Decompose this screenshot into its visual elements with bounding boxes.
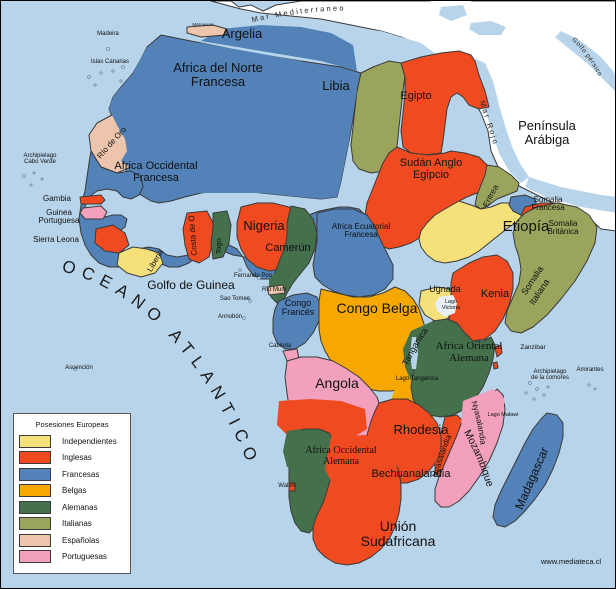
camerun-fill	[269, 259, 303, 287]
territory-guinea-portuguesa	[79, 205, 108, 220]
cyprus-water	[469, 21, 506, 35]
legend-label-portuguesas: Portuguesas	[62, 552, 107, 561]
walvis-bay	[288, 482, 296, 492]
legend-swatch-portuguesas	[19, 550, 51, 563]
legend-swatch-independientes	[19, 434, 51, 448]
legend-label-españolas: Españolas	[62, 535, 100, 545]
anatolia	[483, 3, 549, 27]
territory-liberia	[116, 246, 164, 278]
legend-swatch-belgas	[19, 484, 51, 497]
territory-etiopia	[418, 200, 526, 264]
legend-item-belgas[interactable]: Belgas	[19, 484, 125, 498]
persian-gulf-water	[555, 31, 615, 91]
svg-text:Togo: Togo	[214, 238, 223, 254]
legend-item-independientes[interactable]: Independientes	[19, 434, 125, 448]
territory-madagascar	[492, 412, 564, 528]
red-sea-water	[471, 59, 529, 183]
zanzibar-island-small	[492, 361, 499, 370]
legend-swatch-italianas	[19, 517, 51, 530]
mozambique-north	[461, 389, 505, 429]
territory-rio-muni	[266, 284, 286, 296]
legend-item-españolas[interactable]: Españolas	[19, 533, 125, 547]
togo-label: Togo	[214, 238, 223, 254]
territory-costa-de-oro	[182, 210, 214, 264]
territory-africa-ecuatorial-francesa	[312, 208, 394, 298]
territory-egipto	[400, 50, 490, 156]
legend-swatch-francesas	[19, 467, 51, 481]
island-specks	[22, 47, 597, 401]
legend-label-belgas: Belgas	[62, 486, 87, 495]
legend-item-alemanas[interactable]: Alemanas	[19, 500, 125, 514]
bechuanalandia-fill	[325, 435, 397, 495]
credit-text: www.mediateca.cl	[540, 557, 601, 566]
gulf-of-aden	[525, 177, 615, 213]
territory-eritrea	[474, 164, 520, 210]
legend-item-italianas[interactable]: Italianas	[19, 517, 125, 531]
legend-title: Posesiones Europeas	[35, 420, 109, 429]
territory-congo-frances	[272, 292, 322, 350]
territory-somalia-italiana	[504, 202, 598, 334]
territory-togo	[210, 210, 232, 260]
tanganica-west-lobe	[403, 321, 433, 381]
legend-label-independientes: Independientes	[62, 436, 117, 446]
legend-label-italianas: Italianas	[62, 519, 92, 528]
zanzibar-island	[494, 344, 503, 358]
territory-marruecos	[186, 24, 228, 38]
lago-victoria	[435, 295, 457, 317]
lago-tanganica	[410, 337, 418, 369]
legend-panel: Posesiones Europeas Independientes Ingles…	[13, 413, 131, 574]
territory-gambia	[79, 194, 106, 205]
legend-label-inglesas: Inglesas	[62, 453, 92, 462]
aegean-water	[439, 5, 467, 21]
legend-swatch-alemanas	[19, 500, 51, 514]
legend-label-francesas: Francesas	[62, 469, 100, 479]
legend-item-inglesas[interactable]: Inglesas	[19, 451, 125, 465]
legend-item-francesas[interactable]: Francesas	[19, 467, 125, 481]
legend-item-portuguesas[interactable]: Portuguesas	[19, 550, 125, 564]
legend-label-alemanas: Alemanas	[62, 502, 98, 512]
territory-sierra-leona	[94, 224, 130, 254]
legend-swatch-inglesas	[19, 451, 51, 464]
territory-argelia-north	[201, 25, 357, 71]
swa-caprivi	[283, 429, 307, 469]
legend-swatch-españolas	[19, 533, 51, 547]
legend-rows: Independientes Inglesas Francesas Belgas Ale…	[19, 434, 125, 564]
aof-north-merge	[109, 43, 357, 199]
